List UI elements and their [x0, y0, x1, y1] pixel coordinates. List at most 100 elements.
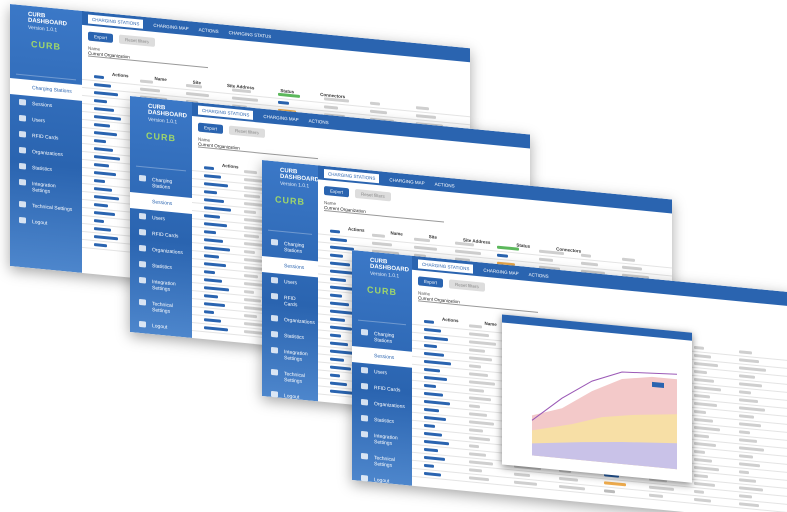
cell	[739, 430, 750, 435]
cell	[330, 365, 351, 371]
cell	[204, 190, 217, 195]
toolbar-button[interactable]: Reset filters	[449, 279, 485, 292]
cell	[416, 114, 436, 120]
cell	[413, 237, 430, 243]
cell	[559, 476, 578, 482]
toolbar: Export Reset filters	[88, 31, 155, 47]
toolbar-button[interactable]: Export	[198, 122, 224, 134]
modal-chart	[531, 371, 678, 470]
cell	[694, 489, 704, 494]
filter-value[interactable]: Current Organization	[418, 295, 538, 313]
cell	[694, 457, 712, 463]
cell	[469, 468, 482, 473]
cell	[424, 423, 435, 428]
filter-value[interactable]: Current Organization	[198, 141, 318, 160]
cell	[204, 230, 216, 235]
toolbar-button[interactable]: Export	[88, 31, 114, 43]
cell	[94, 75, 104, 80]
cell	[469, 372, 488, 378]
cell	[204, 198, 224, 204]
cell	[416, 106, 429, 111]
sidebar: CURB DASHBOARD Version 1.0.1 CURB Charging …	[262, 160, 319, 402]
cell	[469, 388, 484, 393]
cell	[243, 257, 262, 263]
cell	[94, 107, 114, 113]
cell	[694, 481, 715, 487]
column-header[interactable]: Actions	[348, 226, 365, 233]
cell	[330, 229, 340, 234]
column-header[interactable]: Site	[428, 234, 438, 240]
cell	[739, 390, 751, 395]
cell	[370, 101, 380, 106]
toolbar: Export Reset filters	[198, 122, 265, 138]
column-header[interactable]: Actions	[442, 316, 459, 324]
cell	[694, 377, 714, 383]
cell	[94, 83, 111, 88]
cell	[649, 493, 663, 498]
toolbar-button[interactable]: Reset filters	[119, 34, 155, 47]
cell	[580, 261, 598, 267]
column-header[interactable]: Actions	[112, 71, 129, 79]
tab[interactable]: CHARGING STATIONS	[324, 168, 380, 183]
cell	[580, 253, 591, 258]
filter-value[interactable]: Current Organization	[324, 204, 444, 223]
tab[interactable]: ACTIONS	[528, 271, 549, 279]
filter-value[interactable]: Current Organization	[88, 50, 208, 69]
cell	[204, 294, 218, 299]
cell	[204, 310, 214, 315]
tab[interactable]: CHARGING MAP	[153, 22, 189, 31]
cell	[243, 169, 257, 175]
cell	[371, 233, 385, 238]
cell	[424, 327, 441, 333]
cell	[94, 163, 109, 168]
tab[interactable]: CHARGING MAP	[389, 176, 425, 186]
cell	[497, 253, 508, 258]
line	[531, 371, 678, 421]
cell	[424, 471, 441, 477]
cell	[94, 99, 107, 104]
tab[interactable]: ACTIONS	[198, 26, 219, 34]
cell	[94, 203, 108, 208]
toolbar-button[interactable]: Export	[418, 276, 444, 288]
cell	[694, 353, 711, 359]
cell	[94, 187, 112, 192]
cell	[739, 350, 752, 355]
tab[interactable]: CHARGING STATIONS	[198, 105, 254, 120]
toolbar: Export Reset filters	[324, 185, 391, 202]
sidebar: CURB DASHBOARD Version 1.0.1 CURB Charging …	[10, 4, 82, 273]
cell	[739, 398, 758, 404]
tab[interactable]: ACTIONS	[434, 181, 455, 189]
button[interactable]	[652, 381, 664, 389]
cell	[330, 261, 350, 267]
cell	[694, 433, 709, 439]
user-panel	[358, 301, 406, 326]
column-header[interactable]: Name	[154, 75, 167, 83]
toolbar-button[interactable]: Reset filters	[229, 125, 265, 138]
cell	[94, 219, 104, 224]
column-header[interactable]: Name	[484, 320, 497, 327]
cell	[232, 88, 251, 94]
cell	[243, 297, 261, 303]
cell	[424, 447, 438, 453]
cell	[204, 254, 219, 259]
cell	[243, 273, 258, 279]
tab[interactable]: CHARGING MAP	[263, 113, 299, 122]
cell	[243, 233, 259, 239]
cell	[739, 478, 756, 483]
tab[interactable]: CHARGING STATIONS	[418, 258, 474, 274]
cell	[278, 100, 289, 105]
toolbar-button[interactable]: Reset filters	[355, 188, 391, 202]
user-panel	[268, 211, 312, 235]
tab[interactable]: CHARGING MAP	[483, 267, 519, 276]
cell	[694, 473, 708, 479]
column-header[interactable]: Name	[390, 230, 403, 237]
column-header[interactable]: Actions	[222, 162, 239, 170]
cell	[622, 265, 643, 271]
tab[interactable]: ACTIONS	[308, 117, 329, 125]
tab[interactable]: CHARGING STATIONS	[88, 14, 144, 29]
tab[interactable]: CHARGING STATUS	[228, 29, 272, 39]
cell	[424, 319, 434, 324]
toolbar-button[interactable]: Export	[324, 185, 350, 198]
cell	[739, 454, 753, 459]
